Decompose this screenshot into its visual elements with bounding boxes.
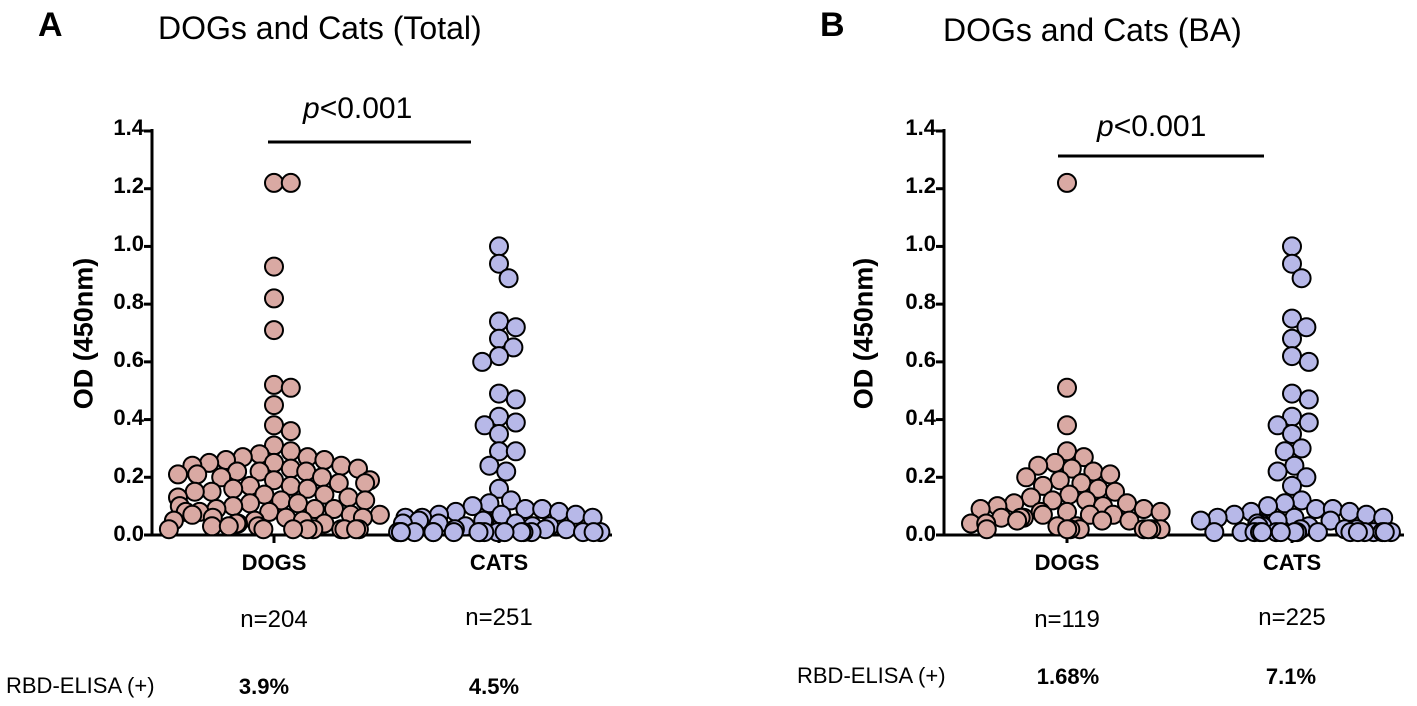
data-point-dogs (203, 483, 221, 501)
data-point-dogs (160, 520, 178, 538)
data-point-dogs (1093, 512, 1111, 530)
plots-svg (0, 0, 1417, 706)
data-point-cats (424, 523, 442, 541)
data-point-dogs (203, 517, 221, 535)
data-point-dogs (169, 465, 187, 483)
data-point-dogs (282, 174, 300, 192)
data-point-dogs (241, 494, 259, 512)
data-point-dogs (282, 442, 300, 460)
data-point-dogs (265, 376, 283, 394)
data-point-dogs (282, 422, 300, 440)
data-point-cats (507, 414, 525, 432)
data-point-dogs (186, 483, 204, 501)
data-point-dogs (1058, 174, 1076, 192)
data-point-dogs (224, 497, 242, 515)
data-point-cats (1283, 237, 1301, 255)
data-point-dogs (356, 491, 374, 509)
data-point-cats (1283, 347, 1301, 365)
data-point-cats (1293, 439, 1311, 457)
data-point-cats (507, 390, 525, 408)
data-point-dogs (347, 520, 365, 538)
data-point-cats (557, 520, 575, 538)
data-point-cats (490, 347, 508, 365)
data-point-cats (490, 425, 508, 443)
data-point-cats (1349, 523, 1367, 541)
data-point-cats (490, 237, 508, 255)
data-point-dogs (1152, 503, 1170, 521)
data-point-dogs (188, 465, 206, 483)
data-point-dogs (265, 321, 283, 339)
data-point-cats (490, 385, 508, 403)
data-point-cats (473, 353, 491, 371)
data-point-dogs (315, 451, 333, 469)
data-point-dogs (265, 174, 283, 192)
data-point-dogs (1008, 512, 1026, 530)
data-point-dogs (265, 416, 283, 434)
data-point-dogs (1060, 486, 1078, 504)
data-point-dogs (183, 506, 201, 524)
data-point-cats (1272, 523, 1290, 541)
data-point-cats (445, 523, 463, 541)
data-point-dogs (284, 520, 302, 538)
data-point-dogs (265, 396, 283, 414)
data-point-dogs (371, 506, 389, 524)
data-point-cats (496, 523, 514, 541)
data-point-cats (1283, 330, 1301, 348)
data-point-cats (392, 523, 410, 541)
data-point-cats (507, 318, 525, 336)
data-point-dogs (356, 474, 374, 492)
data-point-dogs (265, 258, 283, 276)
data-point-cats (480, 457, 498, 475)
data-point-cats (1269, 463, 1287, 481)
data-point-dogs (1139, 520, 1157, 538)
data-point-dogs (224, 480, 242, 498)
data-point-cats (470, 523, 488, 541)
data-point-cats (1309, 523, 1327, 541)
data-point-cats (1205, 523, 1223, 541)
data-point-cats (507, 442, 525, 460)
data-point-cats (490, 313, 508, 331)
data-point-dogs (1017, 468, 1035, 486)
data-point-dogs (254, 520, 272, 538)
data-point-dogs (282, 379, 300, 397)
data-point-cats (1341, 503, 1359, 521)
data-point-cats (497, 463, 515, 481)
data-point-cats (1376, 523, 1394, 541)
data-point-dogs (265, 289, 283, 307)
data-point-cats (533, 500, 551, 518)
data-point-dogs (1058, 520, 1076, 538)
data-point-cats (1253, 523, 1271, 541)
data-point-cats (585, 523, 603, 541)
data-point-dogs (332, 457, 350, 475)
data-point-cats (512, 523, 530, 541)
data-point-cats (500, 269, 518, 287)
data-point-cats (1283, 385, 1301, 403)
data-point-cats (1293, 269, 1311, 287)
data-point-dogs (1058, 379, 1076, 397)
data-point-cats (1225, 506, 1243, 524)
data-point-dogs (978, 520, 996, 538)
data-point-dogs (1058, 416, 1076, 434)
data-point-dogs (220, 517, 238, 535)
data-point-cats (1300, 414, 1318, 432)
data-point-cats (1300, 390, 1318, 408)
data-point-dogs (1046, 454, 1064, 472)
data-point-cats (1300, 353, 1318, 371)
